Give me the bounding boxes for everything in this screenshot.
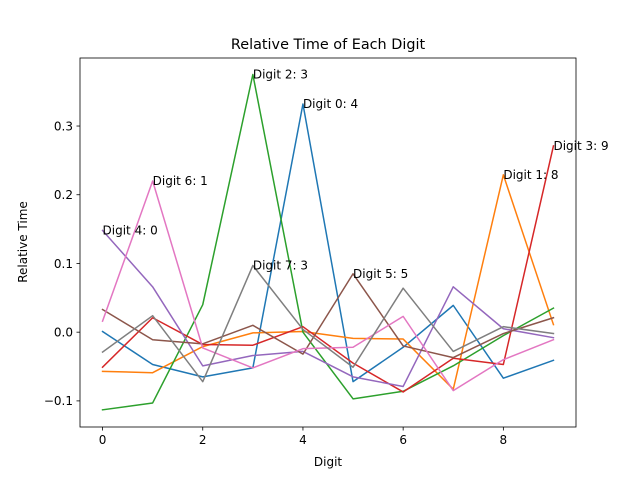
chart-title: Relative Time of Each Digit: [231, 37, 426, 53]
y-tick-label: 0.2: [54, 188, 73, 202]
x-tick-label: 0: [99, 433, 107, 447]
x-axis-title: Digit: [314, 455, 343, 469]
data-annotation: Digit 3: 9: [553, 139, 608, 153]
series-line-7: [101, 264, 555, 383]
y-tick-label: 0.3: [54, 119, 73, 133]
data-annotation: Digit 6: 1: [153, 174, 208, 188]
y-tick-label: 0.0: [54, 325, 73, 339]
data-annotation: Digit 2: 3: [253, 67, 308, 81]
series-line-1: [101, 174, 555, 390]
y-tick-label: −0.1: [44, 394, 73, 408]
series-line-4: [101, 229, 555, 388]
y-tick-label: 0.1: [54, 257, 73, 271]
y-axis-title: Relative Time: [16, 201, 30, 283]
series-line-3: [101, 145, 555, 393]
x-tick-label: 4: [299, 433, 307, 447]
data-annotation: Digit 7: 3: [253, 259, 308, 273]
x-tick-label: 2: [199, 433, 207, 447]
series-line-0: [101, 103, 555, 383]
axes-frame: [79, 57, 577, 428]
x-tick-label: 8: [500, 433, 508, 447]
data-annotation: Digit 0: 4: [303, 97, 358, 111]
data-annotation: Digit 5: 5: [353, 267, 408, 281]
plot-area: 0 2 4 6 8 −0.1 0.0 0.1 0.2 0.3 Digit 4: 0 Digit 6: …: [44, 57, 609, 447]
series-line-6: [101, 180, 555, 392]
data-annotation: Digit 1: 8: [503, 168, 558, 182]
series-line-5: [101, 273, 555, 359]
data-annotation: Digit 4: 0: [103, 223, 158, 237]
x-tick-label: 6: [399, 433, 407, 447]
series-line-2: [101, 73, 555, 411]
